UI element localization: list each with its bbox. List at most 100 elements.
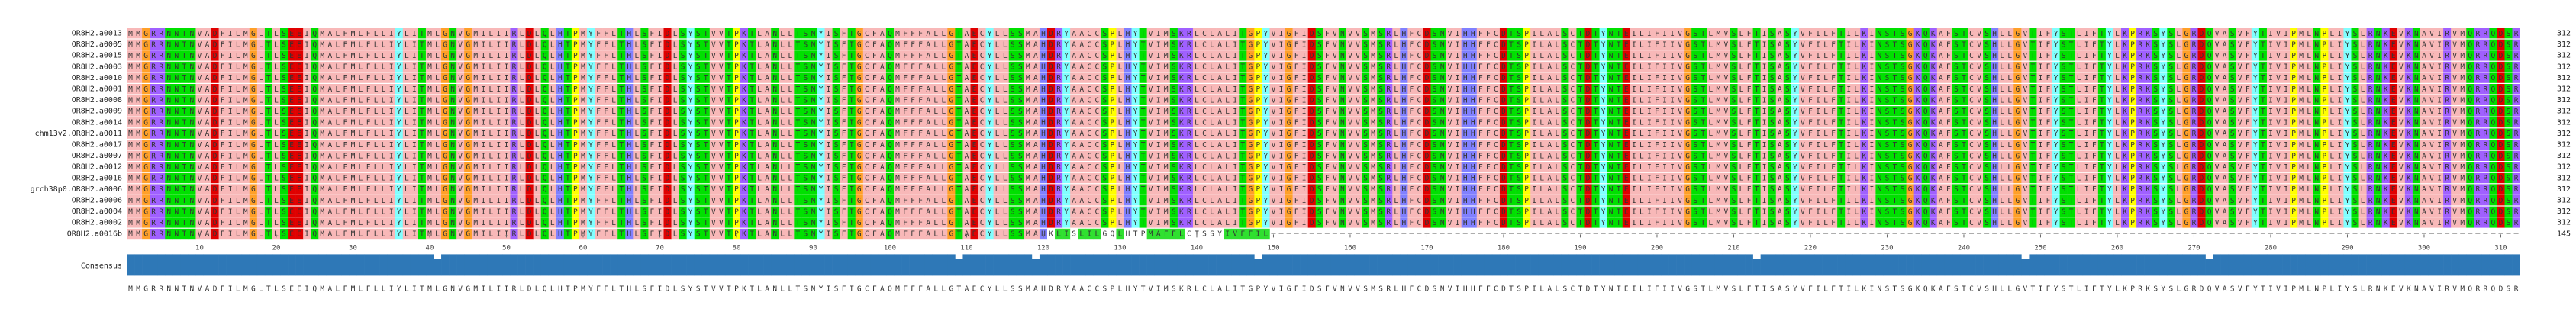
residue-letter: Y [2054, 85, 2059, 94]
residue-letter: T [1839, 85, 1843, 94]
residue-letter: A [926, 63, 930, 72]
residue-letter: F [1655, 63, 1659, 72]
residue-cell [801, 28, 810, 39]
residue-letter: S [2062, 63, 2066, 72]
residue-letter: K [742, 108, 746, 116]
residue-letter: K [2384, 63, 2388, 72]
residue-letter: D [2499, 30, 2503, 38]
alignment-row[interactable]: OR8H2.a0003 M M G R R N N T N V A D F I L M G L T L S E E I Q M A L F… [72, 61, 2571, 72]
residue-letter: C [1494, 52, 1498, 60]
residue-letter: G [1685, 108, 1690, 116]
residue-letter: T [1755, 30, 1759, 38]
residue-letter: L [611, 52, 616, 60]
residue-letter: A [2422, 52, 2426, 60]
residue-letter: A [765, 63, 769, 72]
residue-cell [993, 28, 1001, 39]
residue-letter: G [1685, 63, 1690, 72]
alignment-row[interactable]: OR8H2.a0013 M M G R R N N T N V A D F I L M G L T L S E E I Q M A L F… [72, 28, 2571, 39]
residue-letter: S [1433, 30, 1437, 38]
residue-cell [1078, 28, 1086, 39]
residue-letter: L [2330, 63, 2335, 72]
residue-letter: T [727, 96, 731, 105]
residue-letter: A [880, 96, 885, 105]
residue-letter: S [696, 96, 701, 105]
residue-letter: S [1984, 63, 1989, 72]
residue-cell [1108, 28, 1117, 39]
residue-letter: V [1678, 30, 1682, 38]
residue-letter: N [1340, 74, 1345, 82]
residue-letter: F [1294, 30, 1299, 38]
residue-letter: K [2384, 52, 2388, 60]
residue-letter: I [2284, 74, 2288, 82]
residue-letter: F [842, 30, 846, 38]
alignment-row[interactable]: OR8H2.a0010 M M G R R N N T N V A D F I L M G L T L S E E I Q M A L F… [72, 72, 2571, 83]
residue-letter: I [481, 96, 485, 105]
residue-letter: L [435, 52, 440, 60]
alignment-row[interactable]: OR8H2.a0005 M M G R R N N T N V A D F I L M G L T L S E E I Q M A L F… [72, 39, 2571, 50]
alignment-row[interactable]: OR8H2.a0015 M M G R R N N T N V A D F I L M G L T L S E E I Q M A L F… [72, 50, 2571, 61]
residue-letter: F [1486, 108, 1491, 116]
residue-letter: F [1946, 52, 1951, 60]
residue-letter: K [1862, 40, 1866, 49]
residue-letter: N [1878, 74, 1882, 82]
residue-letter: M [2460, 96, 2465, 105]
residue-letter: H [1126, 108, 1130, 116]
residue-letter: S [282, 52, 286, 60]
residue-letter: V [711, 30, 716, 38]
residue-letter: C [1417, 74, 1422, 82]
residue-letter: L [634, 96, 639, 105]
residue-cell [1568, 28, 1577, 39]
residue-letter: S [1363, 74, 1368, 82]
residue-letter: F [918, 63, 923, 72]
residue-letter: L [236, 63, 240, 72]
residue-letter: I [2284, 52, 2288, 60]
residue-letter: V [2399, 85, 2404, 94]
residue-letter: K [2407, 52, 2411, 60]
residue-letter: A [1033, 108, 1038, 116]
residue-letter: M [1371, 85, 1375, 94]
residue-cell [1714, 28, 1723, 39]
alignment-row[interactable]: OR8H2.a0008 M M G R R N N T N V A D F I L M G L T L S E E I Q M A L F… [72, 95, 2571, 105]
residue-cell [2067, 28, 2075, 39]
residue-letter: M [1164, 52, 1169, 60]
residue-cell [1798, 28, 1807, 39]
residue-letter: M [2460, 74, 2465, 82]
residue-cell [1737, 28, 1746, 39]
residue-letter: C [1087, 108, 1091, 116]
residue-letter: V [1356, 30, 1360, 38]
residue-letter: S [1363, 63, 1368, 72]
residue-letter: S [1433, 40, 1437, 49]
residue-letter: T [566, 108, 570, 116]
residue-letter: L [995, 52, 1000, 60]
residue-letter: R [1386, 108, 1391, 116]
residue-letter: R [2484, 52, 2488, 60]
residue-cell [1224, 28, 1232, 39]
residue-letter: L [1639, 63, 1644, 72]
residue-letter: L [1195, 85, 1199, 94]
alignment-row[interactable]: OR8H2.a0001 M M G R R N N T N V A D F I L M G L T L S E E I Q M A L F… [72, 84, 2571, 95]
residue-letter: L [1394, 63, 1398, 72]
residue-cell [1722, 28, 1730, 39]
residue-letter: L [1118, 63, 1123, 72]
residue-letter: F [1831, 96, 1836, 105]
residue-letter: S [1517, 30, 1521, 38]
residue-letter: R [2484, 63, 2488, 72]
residue-letter: V [1977, 96, 1981, 105]
residue-letter: P [1524, 30, 1529, 38]
residue-letter: N [772, 40, 777, 49]
residue-letter: H [1992, 74, 1997, 82]
residue-letter: Y [2054, 63, 2059, 72]
residue-letter: V [1149, 85, 1153, 94]
residue-letter: N [190, 30, 195, 38]
alignment-row[interactable]: OR8H2.a0009 M M G R R N N T N V A D F I L M G L T L S E E I Q M A L F… [72, 106, 2571, 117]
residue-letter: R [1056, 30, 1061, 38]
residue-letter: L [520, 74, 524, 82]
residue-letter: V [2215, 52, 2220, 60]
residue-letter: M [427, 85, 432, 94]
residue-letter: P [573, 40, 578, 49]
residue-letter: Q [2468, 30, 2472, 38]
residue-letter: N [174, 52, 179, 60]
residue-letter: S [681, 85, 685, 94]
residue-letter: I [2268, 30, 2273, 38]
